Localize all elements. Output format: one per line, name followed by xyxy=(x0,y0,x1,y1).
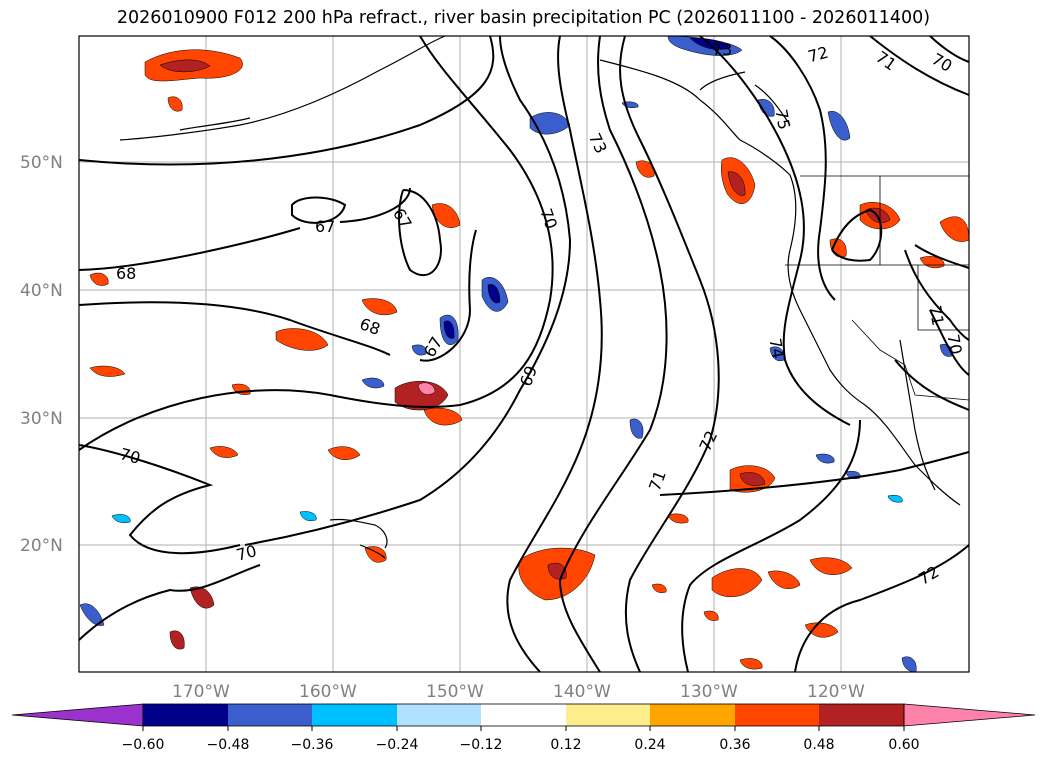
colorbar-tick-label: 0.24 xyxy=(634,737,665,753)
colorbar-segment xyxy=(650,704,735,726)
colorbar-segment xyxy=(397,704,481,726)
lon-label: 150°W xyxy=(426,682,484,702)
lon-label: 160°W xyxy=(299,682,357,702)
lon-label: 120°W xyxy=(807,682,865,702)
contour-label: 74 xyxy=(765,337,787,360)
contour-label: 73 xyxy=(712,40,732,59)
colorbar-tick-label: 0.12 xyxy=(550,737,581,753)
colorbar-frame xyxy=(142,703,905,727)
colorbar-segment xyxy=(143,704,228,726)
contour-label: 70 xyxy=(943,333,965,356)
refract-contours xyxy=(78,35,970,673)
contour-label: 72 xyxy=(806,43,831,67)
lat-label: 20°N xyxy=(20,536,63,556)
lat-label: 30°N xyxy=(20,409,63,429)
colorbar-tick-label: −0.60 xyxy=(122,737,165,753)
colorbar-tick-label: 0.48 xyxy=(803,737,834,753)
colorbar-segment xyxy=(566,704,650,726)
colorbar: −0.60 −0.48 −0.36 −0.24 −0.12 0.12 0.24 … xyxy=(11,703,1036,753)
colorbar-tick-label: 0.36 xyxy=(719,737,750,753)
lat-label: 40°N xyxy=(20,281,63,301)
map-panel: 67 67 68 68 67 69 70 70 70 71 72 73 73 7… xyxy=(78,35,970,673)
colorbar-tick-label: −0.48 xyxy=(207,737,250,753)
map-frame xyxy=(78,35,970,673)
colorbar-segment xyxy=(819,704,904,726)
coastlines xyxy=(119,35,961,559)
lat-labels: 50°N 40°N 30°N 20°N xyxy=(20,153,63,556)
lon-label: 170°W xyxy=(172,682,230,702)
colorbar-tick-label: −0.36 xyxy=(291,737,334,753)
colorbar-segment xyxy=(735,704,819,726)
borders xyxy=(785,175,970,401)
contour-label: 70 xyxy=(118,444,143,468)
contour-label: 67 xyxy=(315,217,335,236)
colorbar-tick-label: −0.12 xyxy=(460,737,503,753)
colorbar-segment xyxy=(481,704,566,726)
lon-label: 130°W xyxy=(680,682,738,702)
colorbar-segment xyxy=(11,703,144,727)
colorbar-segment xyxy=(903,703,1036,727)
contour-label: 68 xyxy=(116,264,136,283)
colorbar-tick-label: −0.24 xyxy=(376,737,419,753)
colorbar-tick-label: 0.60 xyxy=(888,737,919,753)
lon-label: 140°W xyxy=(553,682,611,702)
lon-labels: 170°W 160°W 150°W 140°W 130°W 120°W xyxy=(172,682,865,702)
map-title: 2026010900 F012 200 hPa refract., river … xyxy=(116,8,931,28)
contour-label: 75 xyxy=(772,108,794,131)
precip-shading xyxy=(79,35,970,673)
colorbar-segment xyxy=(228,704,312,726)
contour-label: 70 xyxy=(234,541,259,565)
colorbar-ticks xyxy=(142,726,905,731)
contour-label: 71 xyxy=(925,304,947,327)
lat-label: 50°N xyxy=(20,153,63,173)
colorbar-segment xyxy=(312,704,397,726)
